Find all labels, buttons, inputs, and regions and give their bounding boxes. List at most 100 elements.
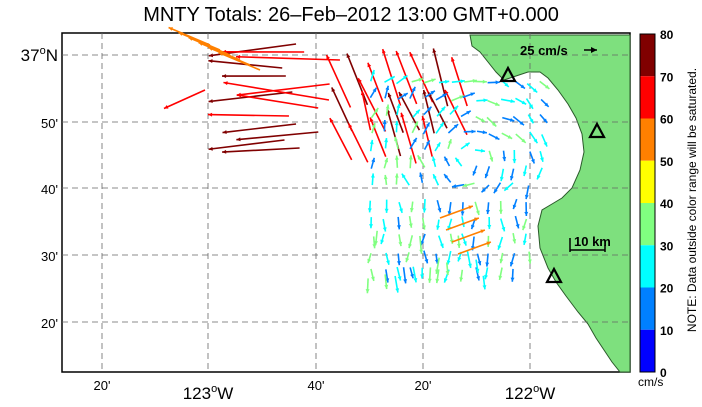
current-vector [435,257,440,274]
current-vector [427,267,432,283]
current-vector [484,267,489,280]
current-vector [422,89,435,134]
current-vector [421,115,433,157]
current-vector [447,123,459,134]
current-vector [445,217,480,231]
current-vector [480,184,490,193]
current-vector [369,87,378,99]
current-vector [424,90,436,98]
current-vector [405,252,410,263]
current-vector [367,62,384,103]
current-vector [436,219,440,230]
current-vector [474,201,480,216]
lon-label-4: 122oW [505,383,556,403]
colorbar-tick-50: 50 [660,155,674,169]
current-vector [463,129,476,134]
current-vector [398,234,403,247]
current-vector [400,112,417,164]
current-vector [443,156,451,167]
current-vector [524,185,530,200]
current-vector [451,94,465,102]
current-vector [370,107,379,119]
lon-label-3: 20' [415,378,432,393]
current-vector [476,98,488,103]
current-vector [488,133,500,141]
current-vector [423,78,436,84]
current-vector [222,147,300,154]
map-title: MNTY Totals: 26–Feb–2012 13:00 GMT+0.000 [143,4,559,26]
lon-label-0: 20' [94,378,111,393]
current-vector [493,182,502,194]
current-vector [385,104,390,116]
current-vector [396,253,401,266]
current-vector [539,150,544,163]
current-vector [500,98,515,104]
scale-vector-label: 25 cm/s [520,43,568,58]
current-vector [383,174,388,186]
graticule-grid [62,33,630,372]
current-vector [460,110,472,118]
current-vector [419,235,424,254]
current-vector [485,253,490,267]
current-vector [482,275,487,290]
colorbar-tick-0: 0 [660,366,667,380]
current-vector [459,269,464,282]
current-vector [536,167,543,180]
current-vector [394,155,399,168]
current-vector [475,115,486,123]
station-triangle-icon [545,266,563,284]
current-vector [420,233,426,246]
current-vector [408,215,413,228]
colorbar-tick-70: 70 [660,70,674,84]
lat-label-0: 37oN [21,45,58,65]
current-vector [437,235,444,249]
current-vector [370,268,375,282]
current-vector [382,218,387,232]
current-vector [369,139,374,152]
colorbar-tick-60: 60 [660,113,674,127]
current-vector [360,90,372,131]
colorbar-segment-0 [640,34,655,77]
current-vector [384,85,390,99]
current-vector [396,74,408,85]
current-vector [529,151,536,164]
lat-label-3: 30' [41,249,58,264]
current-vector [432,173,440,186]
colorbar-segment-5 [640,245,655,288]
current-vector [512,198,518,210]
current-vector [476,253,482,266]
current-vector [540,98,550,108]
current-vector [447,138,452,149]
current-vector [462,182,475,188]
current-vector [396,216,401,230]
current-vector [447,201,452,216]
current-vector [325,54,352,108]
radar-stations [499,65,606,284]
current-vector [394,136,399,150]
current-vector [412,266,418,283]
map-frame [61,32,631,373]
current-vector [462,92,476,99]
current-vector [419,172,424,184]
current-vector [236,54,340,61]
current-vector [529,131,539,144]
current-vector [512,232,517,244]
scale-bar-label: 10 km [574,234,611,249]
current-vector [423,139,431,150]
current-vector [498,267,503,281]
lat-label-2: 40' [41,182,58,197]
current-vector [436,106,446,117]
current-vector [365,278,370,294]
current-vector [461,233,467,246]
current-vector [385,252,390,265]
current-vector [408,155,413,169]
current-vector [475,259,480,274]
current-vector [436,199,442,213]
current-vector [438,79,450,84]
current-vector [395,50,418,105]
current-vector [411,77,424,83]
current-vector [435,121,445,134]
current-vector [236,131,319,142]
current-vector [451,183,465,189]
